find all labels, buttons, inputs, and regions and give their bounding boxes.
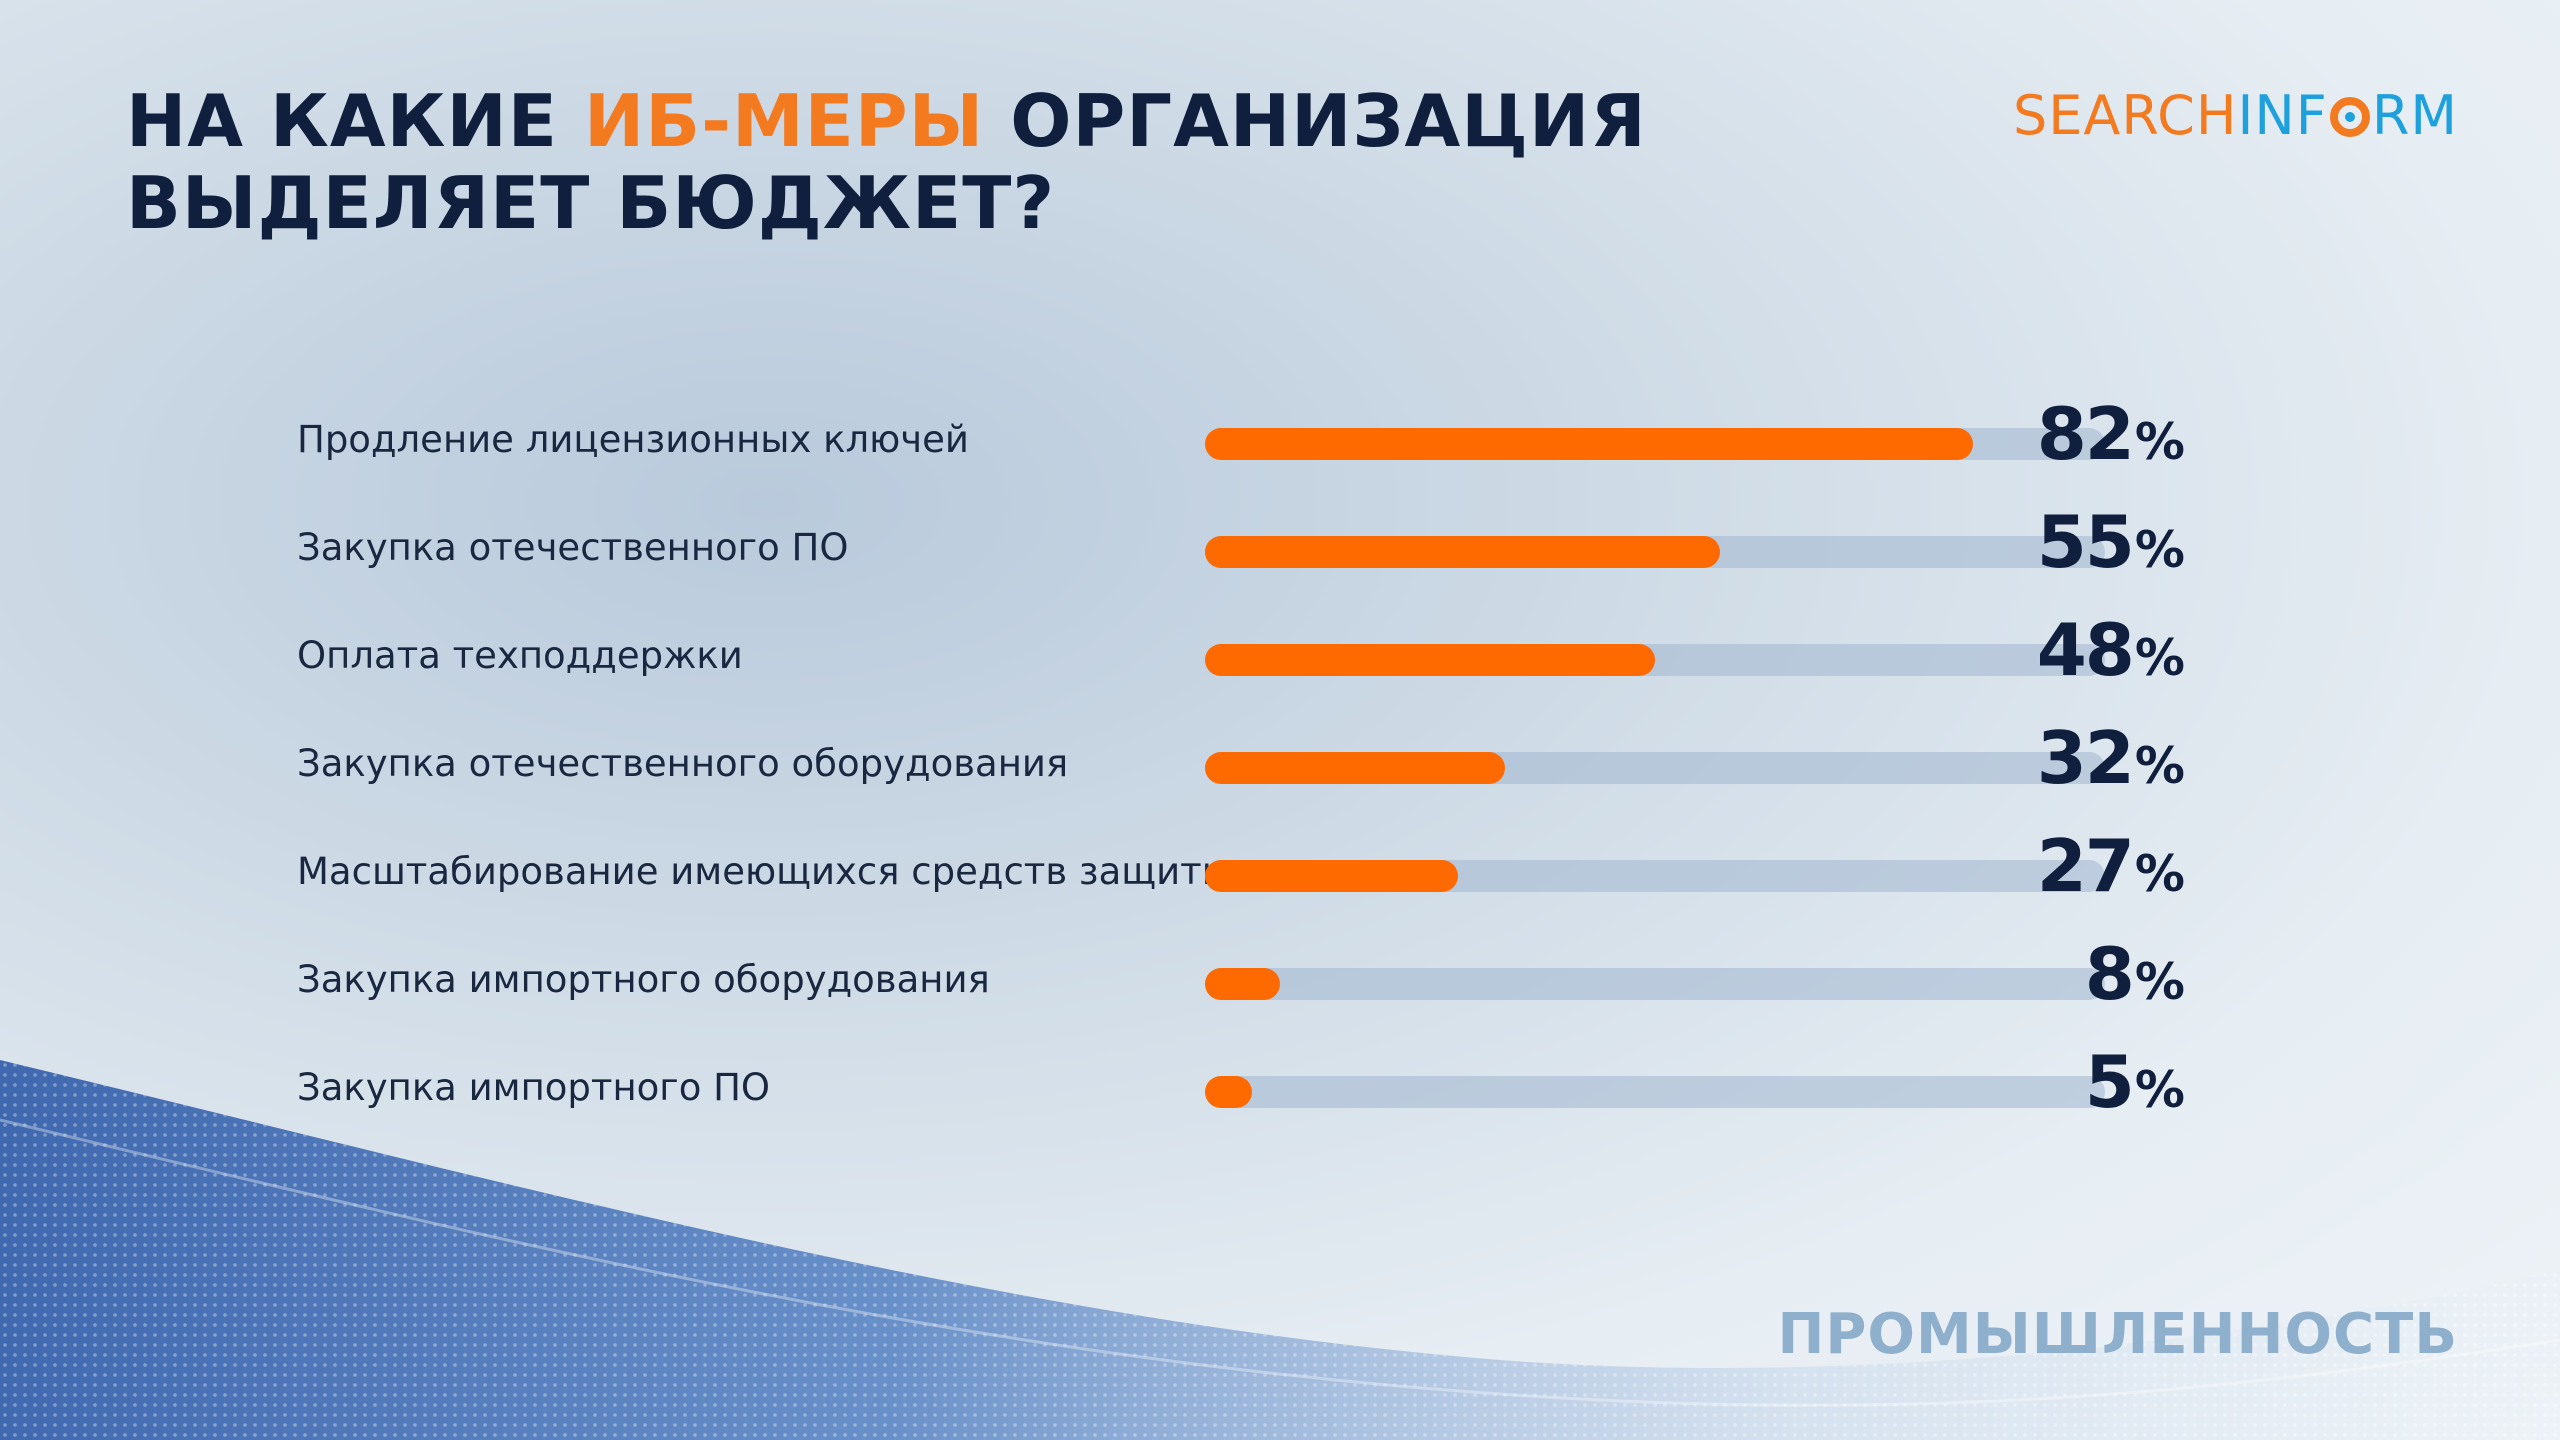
bar-value-label: 32% <box>2037 716 2185 800</box>
bar-value-unit: % <box>2134 629 2185 687</box>
logo-o-icon <box>2329 97 2370 137</box>
logo-rm-text: RM <box>2371 84 2458 147</box>
bar-track <box>1205 536 2105 568</box>
bar-value-label: 27% <box>2037 824 2185 908</box>
bar-fill <box>1205 1076 1252 1108</box>
title-part1: НА КАКИЕ <box>126 79 584 163</box>
industry-footer-label: ПРОМЫШЛЕННОСТЬ <box>1777 1302 2458 1367</box>
bar-fill <box>1205 536 1721 568</box>
bar-value-unit: % <box>2134 521 2185 579</box>
bar-label: Закупка импортного ПО <box>297 1066 771 1109</box>
bar-track <box>1205 428 2105 460</box>
bar-label: Закупка отечественного оборудования <box>297 742 1069 785</box>
logo-search-text: SEARCH <box>2013 84 2238 147</box>
bar-value-unit: % <box>2134 1061 2185 1119</box>
bar-label: Закупка импортного оборудования <box>297 958 990 1001</box>
bar-value-unit: % <box>2134 413 2185 471</box>
bar-value-number: 27 <box>2036 824 2135 908</box>
bar-label: Масштабирование имеющихся средств защиты <box>297 850 1231 893</box>
bar-value-label: 5% <box>2085 1040 2185 1124</box>
bar-track <box>1205 1076 2105 1108</box>
bar-value-number: 5 <box>2084 1040 2135 1124</box>
bar-value-label: 55% <box>2037 500 2185 584</box>
bar-label: Закупка отечественного ПО <box>297 526 849 569</box>
bar-track <box>1205 860 2105 892</box>
bar-value-unit: % <box>2134 737 2185 795</box>
bar-value-unit: % <box>2134 953 2185 1011</box>
title-line2: ВЫДЕЛЯЕТ БЮДЖЕТ? <box>126 161 1056 245</box>
bar-label: Продление лицензионных ключей <box>297 418 969 461</box>
bar-value-number: 48 <box>2036 608 2135 692</box>
title-accent: ИБ-МЕРЫ <box>583 79 985 163</box>
bar-fill <box>1205 644 1655 676</box>
bar-value-unit: % <box>2134 845 2185 903</box>
bar-value-number: 82 <box>2036 392 2135 476</box>
bar-track <box>1205 752 2105 784</box>
title-part2: ОРГАНИЗАЦИЯ <box>984 79 1647 163</box>
bar-fill <box>1205 860 1458 892</box>
bar-value-label: 82% <box>2037 392 2185 476</box>
bar-value-label: 8% <box>2085 932 2185 1016</box>
searchinform-logo: SEARCHINF RM <box>2013 84 2458 147</box>
bar-value-number: 55 <box>2036 500 2135 584</box>
bar-value-number: 32 <box>2036 716 2135 800</box>
bar-track <box>1205 644 2105 676</box>
bar-label: Оплата техподдержки <box>297 634 743 677</box>
bar-track <box>1205 968 2105 1000</box>
page-title: НА КАКИЕ ИБ-МЕРЫ ОРГАНИЗАЦИЯ ВЫДЕЛЯЕТ БЮ… <box>126 80 1647 244</box>
bar-fill <box>1205 752 1505 784</box>
bar-fill <box>1205 968 1280 1000</box>
bar-fill <box>1205 428 1973 460</box>
bar-value-number: 8 <box>2084 932 2135 1016</box>
logo-inf-text: INF <box>2237 84 2328 147</box>
bar-value-label: 48% <box>2037 608 2185 692</box>
